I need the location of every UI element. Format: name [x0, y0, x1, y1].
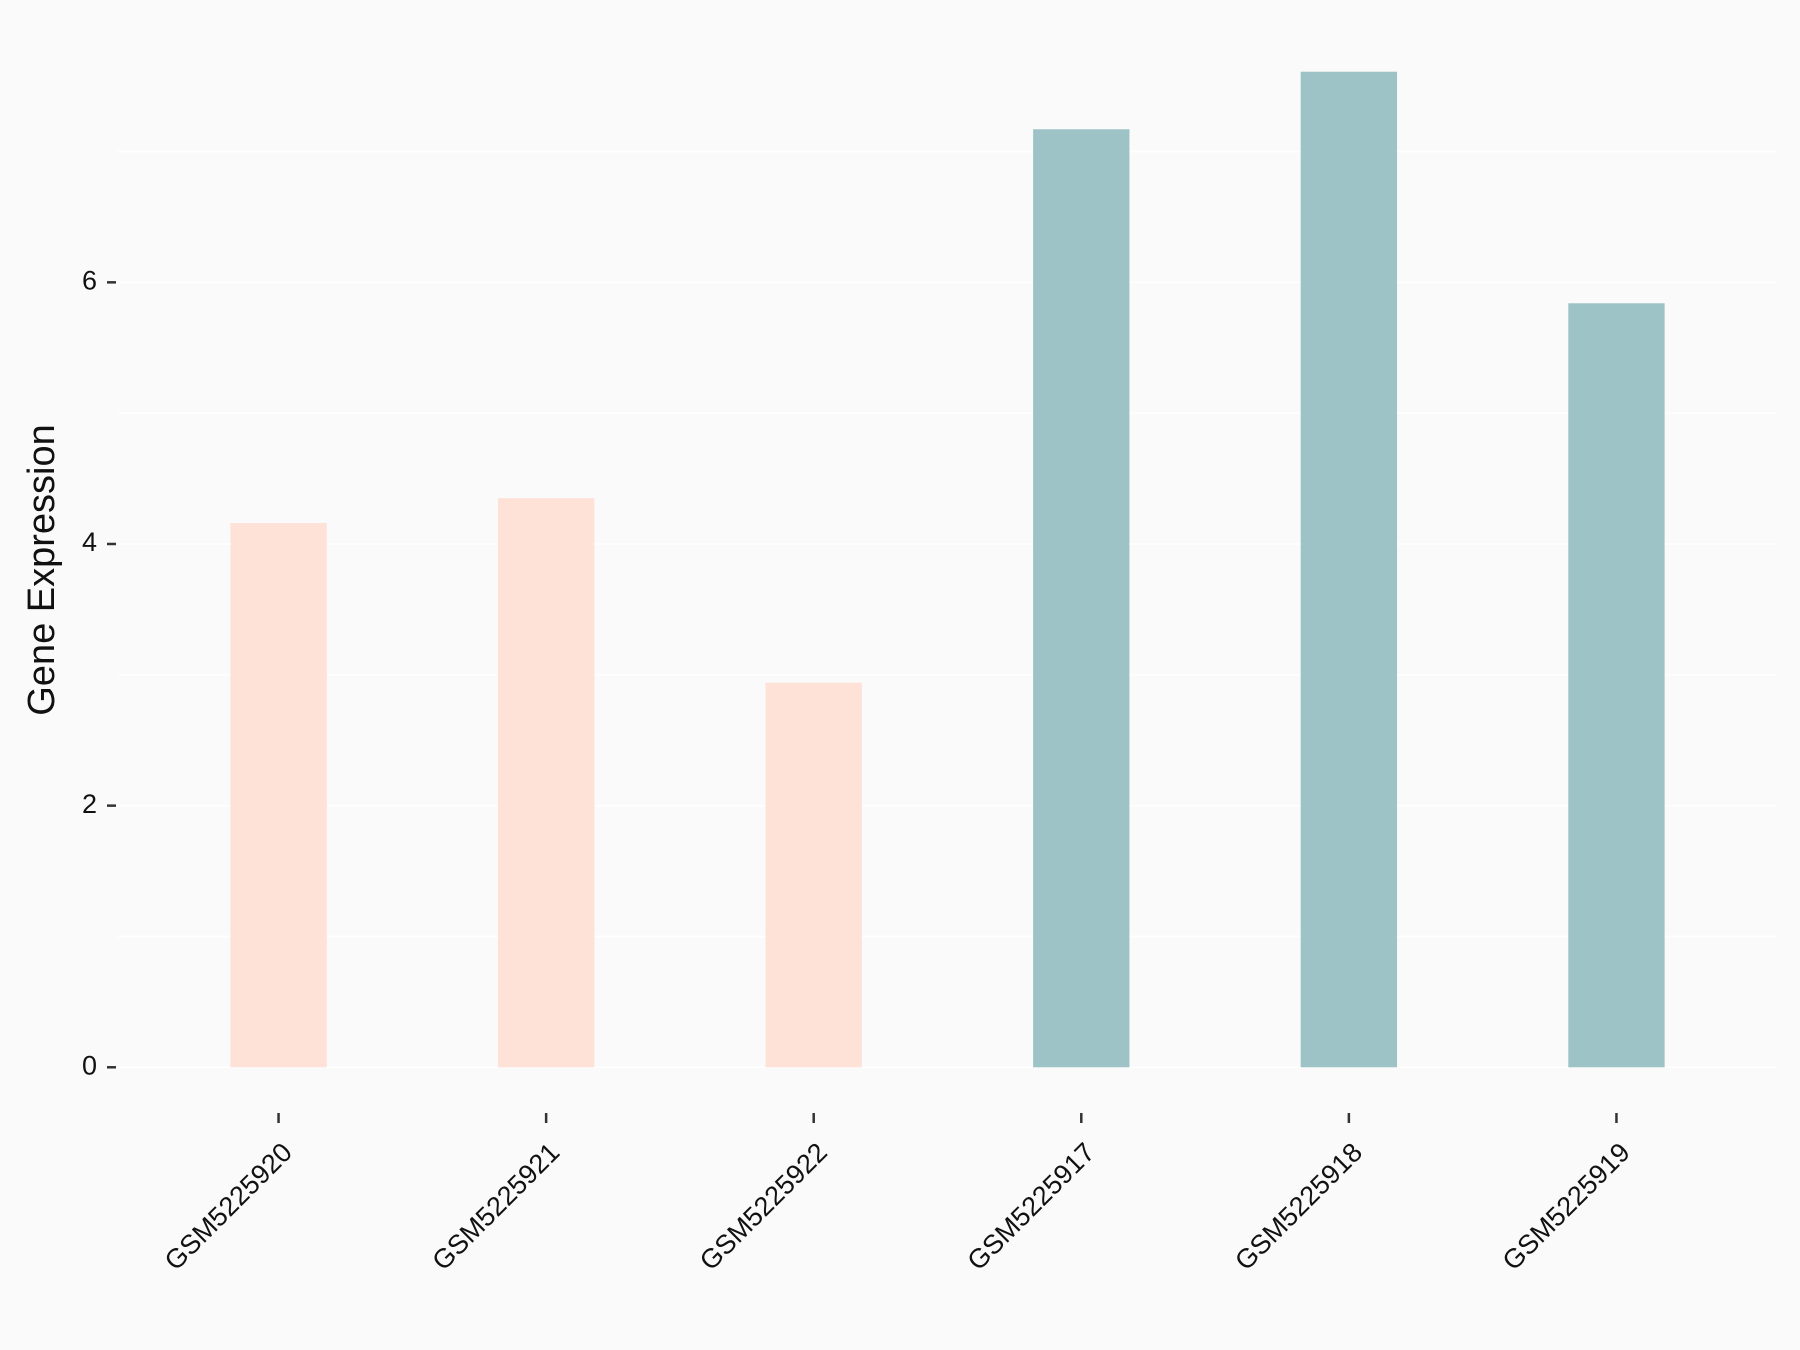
bar [1033, 129, 1130, 1068]
bar [497, 498, 595, 1068]
bar [1568, 303, 1665, 1068]
bar [765, 682, 862, 1068]
y-tick-label: 6 [82, 265, 97, 295]
bar [1300, 71, 1398, 1068]
y-tick-label: 4 [82, 527, 97, 557]
y-tick-label: 2 [82, 789, 97, 819]
y-axis-title: Gene Expression [21, 424, 63, 716]
y-tick-label: 0 [82, 1050, 97, 1080]
bar [230, 523, 327, 1068]
